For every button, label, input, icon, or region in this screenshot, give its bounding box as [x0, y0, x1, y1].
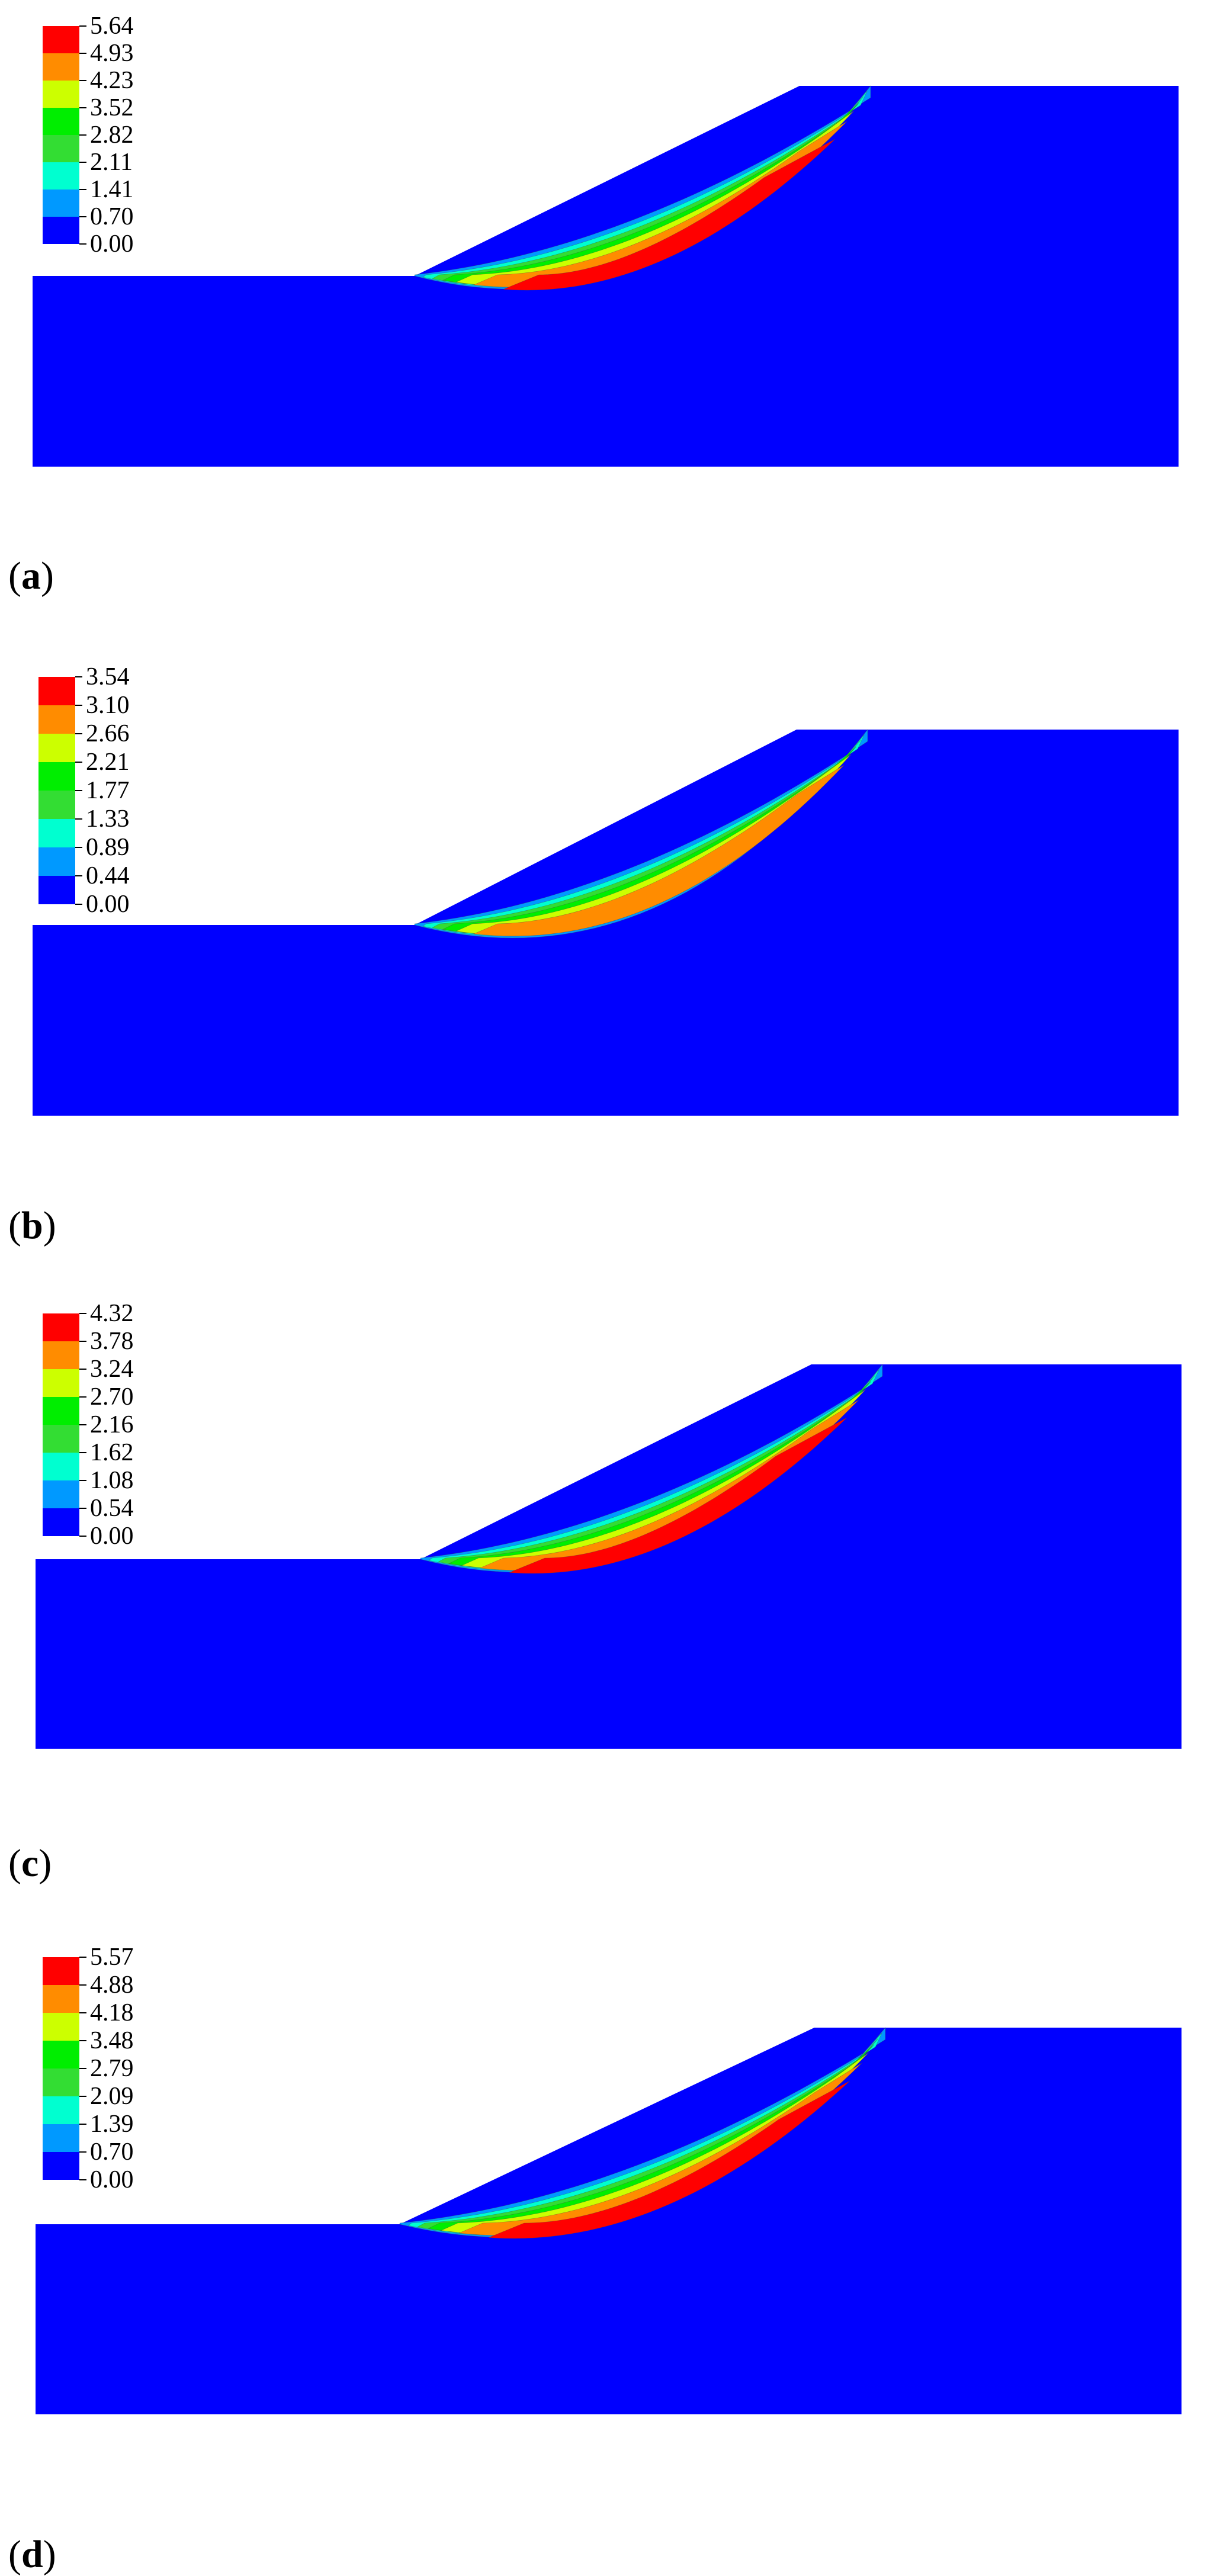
legend-swatch: [43, 81, 79, 108]
legend-swatch: [43, 1480, 79, 1508]
color-legend: 3.543.102.662.211.771.330.890.440.00: [38, 663, 130, 918]
legend-swatch: [43, 2124, 79, 2152]
contour-band: [509, 1417, 847, 1574]
air-mask: [412, 62, 800, 276]
legend-tick-label: 1.77: [86, 777, 130, 804]
panel-label: (b): [8, 1204, 56, 1247]
legend-swatch: [43, 2096, 79, 2124]
legend-swatch: [43, 1313, 79, 1341]
legend-tick-label: 3.78: [90, 1328, 134, 1355]
legend-tick-label: 0.54: [90, 1495, 134, 1522]
legend-swatch: [38, 876, 75, 904]
legend-swatch: [43, 162, 79, 189]
air-mask: [412, 706, 797, 925]
color-legend: 4.323.783.242.702.161.621.080.540.00: [43, 1300, 134, 1550]
legend-tick-label: 1.33: [86, 805, 130, 833]
legend-tick-label: 1.62: [90, 1439, 134, 1466]
contour-plot-d: 5.574.884.183.482.792.091.390.700.00: [36, 1944, 1182, 2414]
legend-swatch: [43, 1985, 79, 2013]
panel-label: (d): [8, 2533, 56, 2576]
legend-swatch: [43, 108, 79, 135]
legend-tick-label: 2.09: [90, 2083, 134, 2110]
legend-tick-label: 2.21: [86, 749, 130, 776]
contour-panel-b: 3.54 3.10 2.66 2.21 1.77 1.33 0.89 0.44 0.00 (b): [0, 644, 1220, 1287]
color-legend: 5.574.884.183.482.792.091.390.700.00: [43, 1944, 134, 2193]
legend-swatch: [43, 26, 79, 53]
plastic-zone-contours: [412, 62, 871, 291]
legend-swatch: [38, 762, 75, 791]
legend-swatch: [43, 217, 79, 244]
legend-swatch: [43, 53, 79, 81]
legend-tick-label: 5.64: [90, 12, 134, 40]
contour-plot-a: 5.644.934.233.522.822.111.410.700.00: [33, 12, 1179, 467]
legend-tick-label: 4.93: [90, 40, 134, 67]
legend-swatch: [38, 847, 75, 876]
legend-tick-label: 3.24: [90, 1356, 134, 1383]
legend-swatch: [38, 734, 75, 762]
contour-panel-c: 4.32 3.78 3.24 2.70 2.16 1.62 1.08 0.54 0.00 (c): [0, 1287, 1220, 1931]
legend-swatch: [38, 705, 75, 734]
legend-swatch: [43, 1369, 79, 1397]
legend-tick-label: 0.70: [90, 203, 134, 230]
legend-tick-label: 2.82: [90, 121, 134, 149]
contour-plot-c: 4.323.783.242.702.161.621.080.540.00: [36, 1300, 1182, 1749]
contour-band: [488, 2080, 850, 2239]
legend-tick-label: 2.16: [90, 1411, 134, 1438]
legend-tick-label: 4.32: [90, 1300, 134, 1327]
panel-label: (a): [8, 554, 54, 598]
legend-tick-label: 3.52: [90, 94, 134, 121]
legend-tick-label: 3.54: [86, 663, 130, 690]
legend-tick-label: 3.10: [86, 692, 130, 719]
legend-tick-label: 4.18: [90, 1999, 134, 2026]
plastic-zone-contours: [397, 2004, 886, 2239]
plastic-zone-contours: [418, 1341, 883, 1574]
legend-swatch: [43, 1957, 79, 1985]
contour-panel-a: 5.64 4.93 4.23 3.52 2.82 2.11 1.41 0.70 0.00 (a): [0, 0, 1220, 644]
contour-plot-b: 3.543.102.662.211.771.330.890.440.00: [33, 663, 1179, 1116]
legend-tick-label: 0.70: [90, 2138, 134, 2166]
contour-band: [473, 765, 845, 937]
contour-panel-d: 5.57 4.88 4.18 3.48 2.79 2.09 1.39 0.70 0.00 (d): [0, 1931, 1220, 2575]
legend-swatch: [43, 2041, 79, 2068]
legend-swatch: [38, 791, 75, 819]
legend-swatch: [43, 135, 79, 162]
legend-tick-label: 1.41: [90, 176, 134, 203]
legend-tick-label: 1.39: [90, 2111, 134, 2138]
legend-tick-label: 2.70: [90, 1383, 134, 1411]
air-mask: [397, 2004, 814, 2224]
legend-tick-label: 0.00: [90, 1523, 134, 1550]
panel-label: (c): [8, 1842, 52, 1885]
legend-tick-label: 4.23: [90, 67, 134, 94]
legend-tick-label: 0.00: [90, 230, 134, 258]
legend-tick-label: 0.00: [86, 891, 130, 918]
legend-swatch: [43, 1508, 79, 1536]
legend-swatch: [43, 1397, 79, 1425]
legend-swatch: [43, 1341, 79, 1369]
color-legend: 5.644.934.233.522.822.111.410.700.00: [43, 12, 134, 258]
legend-swatch: [43, 189, 79, 217]
legend-tick-label: 3.48: [90, 2027, 134, 2054]
legend-tick-label: 4.88: [90, 1971, 134, 1999]
legend-swatch: [43, 2013, 79, 2041]
legend-tick-label: 2.79: [90, 2055, 134, 2082]
legend-swatch: [38, 819, 75, 847]
legend-tick-label: 0.44: [86, 862, 130, 889]
legend-tick-label: 1.08: [90, 1467, 134, 1494]
contour-band: [503, 139, 836, 291]
legend-swatch: [43, 2152, 79, 2180]
legend-tick-label: 2.11: [90, 149, 133, 176]
plastic-zone-contours: [412, 706, 868, 939]
air-mask: [418, 1341, 811, 1559]
legend-tick-label: 0.00: [90, 2166, 134, 2193]
legend-tick-label: 2.66: [86, 720, 130, 747]
legend-tick-label: 0.89: [86, 834, 130, 861]
legend-swatch: [38, 677, 75, 705]
legend-tick-label: 5.57: [90, 1944, 134, 1971]
legend-swatch: [43, 1453, 79, 1480]
legend-swatch: [43, 2068, 79, 2096]
legend-swatch: [43, 1425, 79, 1453]
